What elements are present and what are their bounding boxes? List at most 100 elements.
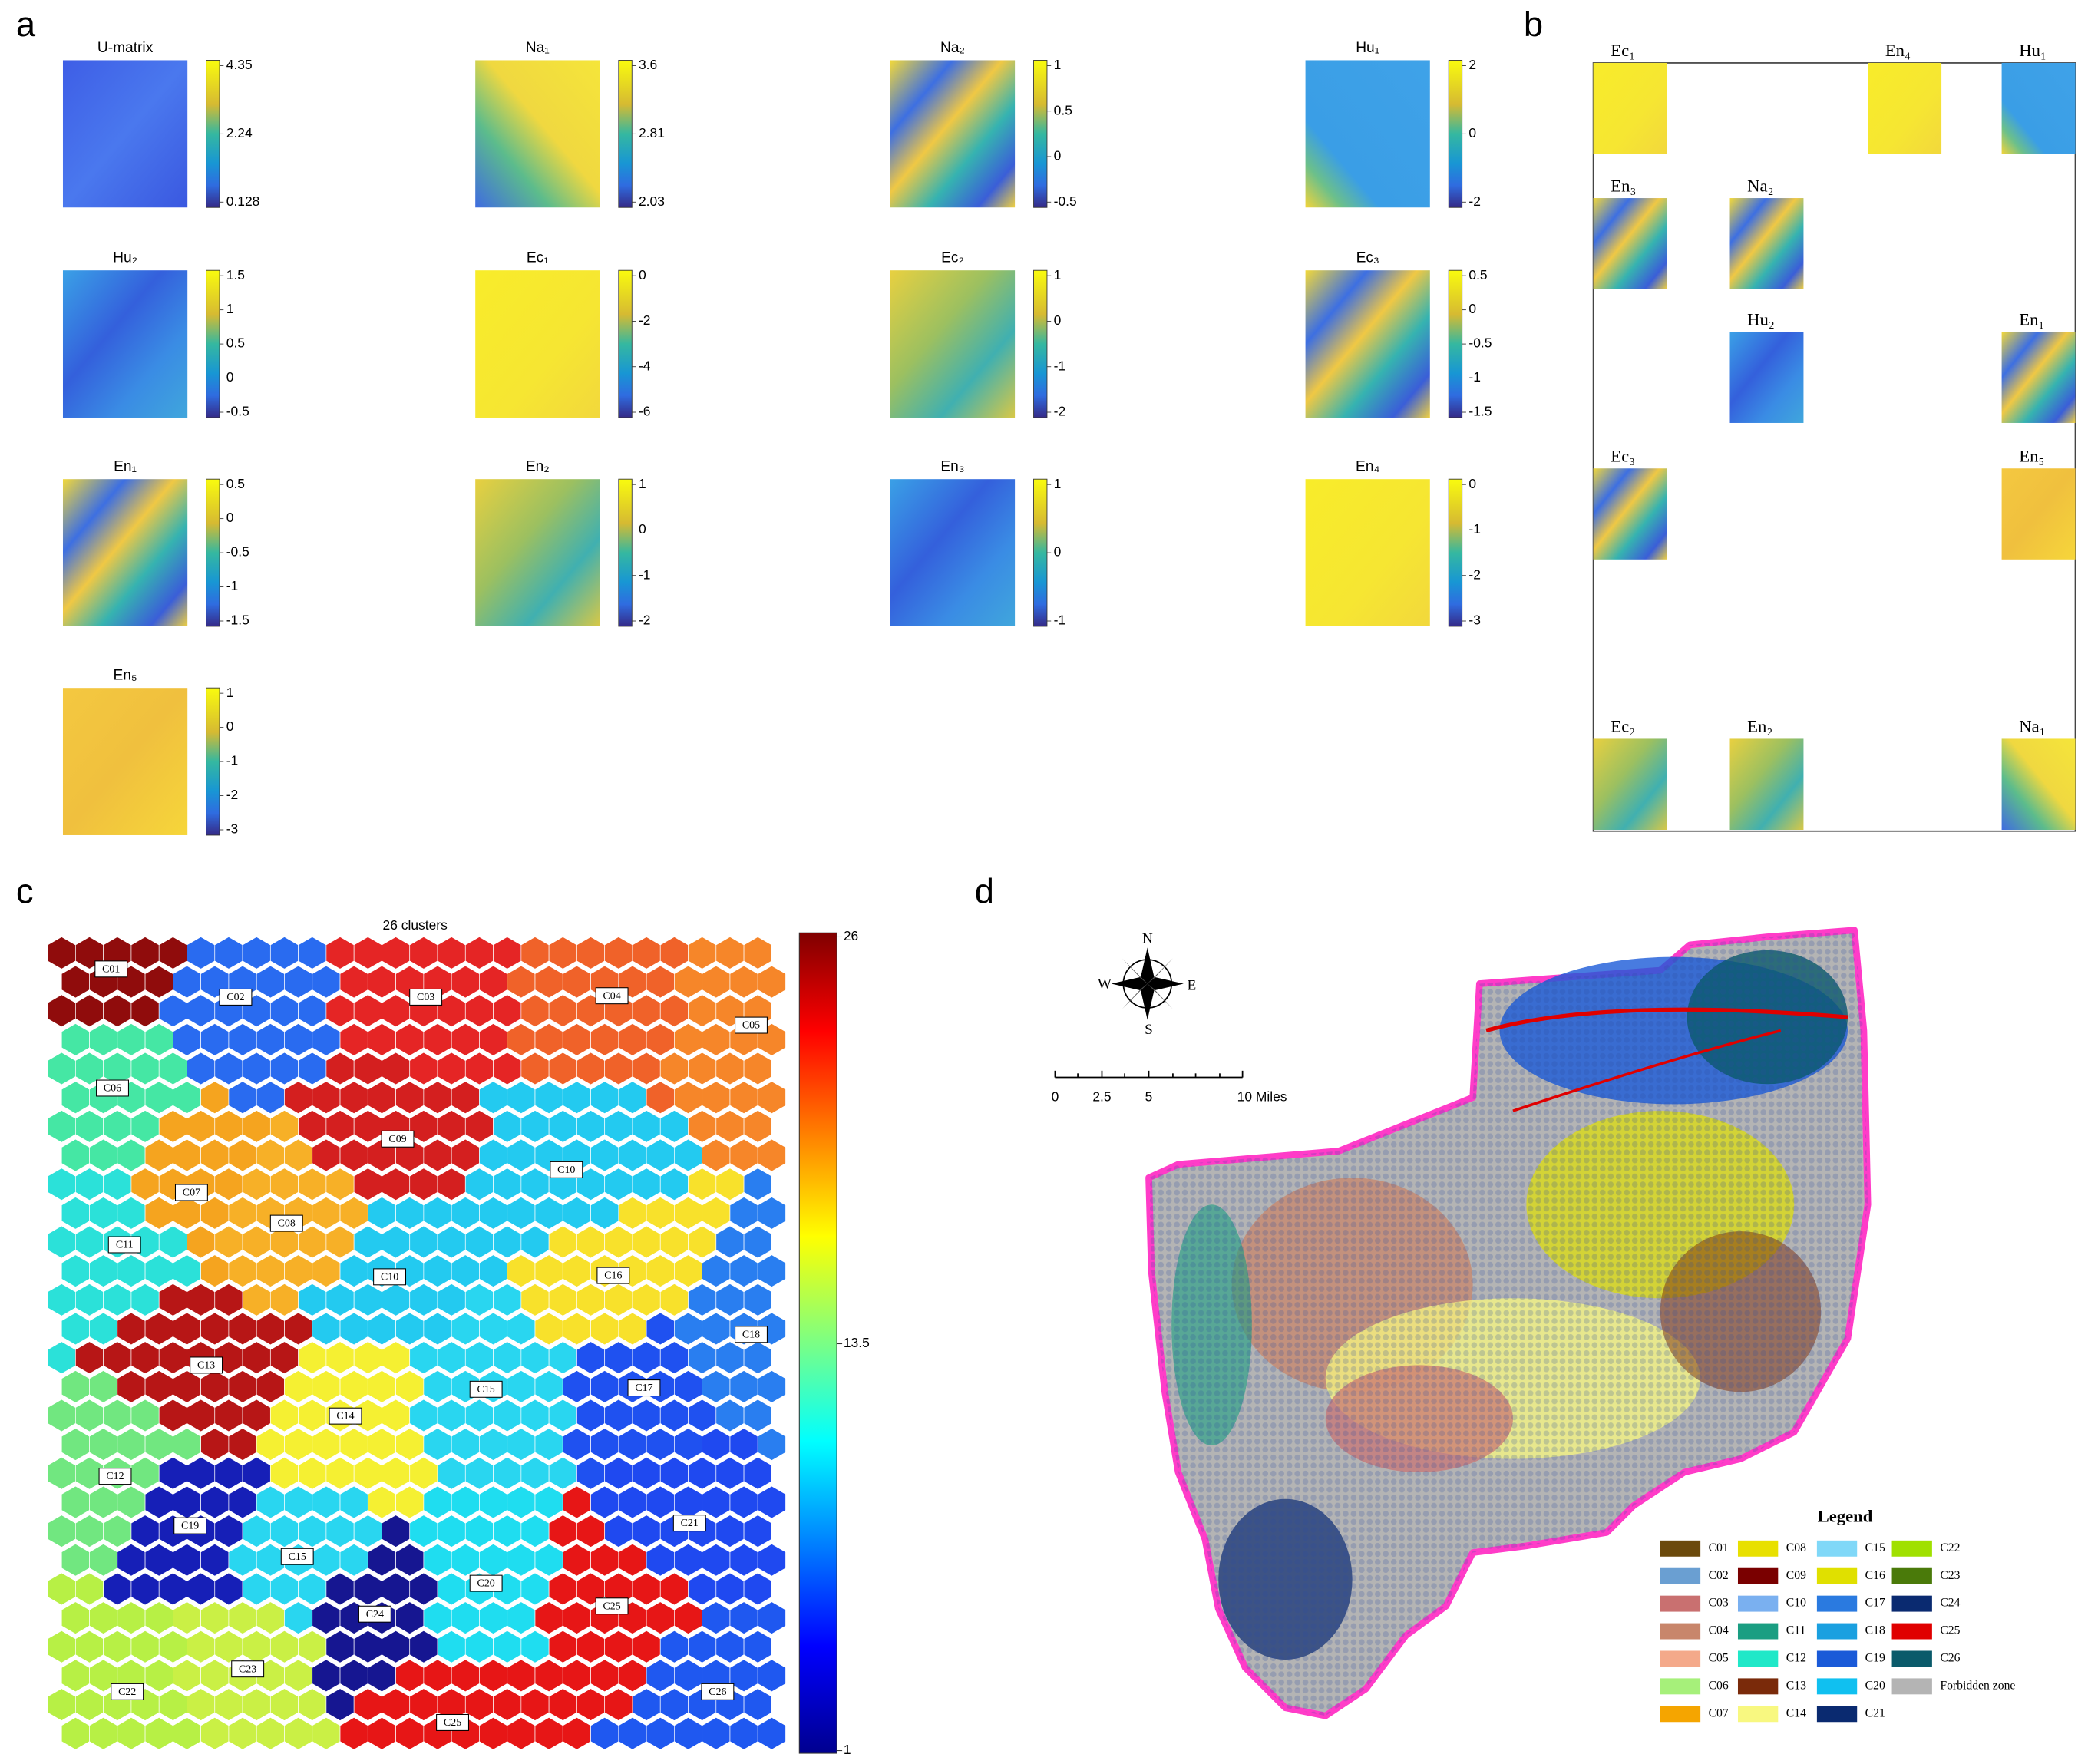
cluster-label-box [190,1356,223,1374]
component-plane [1593,468,1667,560]
hex-cell [47,1283,76,1316]
hex-cell [312,1197,341,1230]
hex-cell [173,1716,201,1750]
hex-cell [103,1110,132,1143]
colorbar-tick-label: 0 [226,510,234,525]
cluster-label: C21 [681,1518,699,1529]
hex-cell [395,1716,425,1750]
hex-cell [702,1485,731,1519]
hex-cell [173,1138,201,1172]
hex-cell [590,1138,619,1172]
cluster-label: C01 [102,963,120,975]
legend-swatch [1891,1650,1932,1667]
hex-cell [187,1688,216,1721]
hex-cell [715,1341,745,1374]
hex-cell [173,1369,201,1403]
hex-cell [200,1428,230,1461]
legend-title: Legend [1818,1506,1873,1525]
hex-cell [520,1515,550,1548]
hex-cell [130,1341,160,1374]
hex-cell [507,1601,536,1634]
hex-cell [144,1428,173,1461]
hex-cell [674,1543,703,1577]
legend-swatch [1737,1567,1779,1584]
hex-cell [576,1283,606,1316]
colorbar-tick-label: 0 [1054,148,1062,164]
hex-cell [269,1456,299,1490]
hex-cell [562,1601,591,1634]
hex-cell [534,1485,563,1519]
hex-cell [437,1168,466,1201]
hex-cell [269,1052,299,1085]
hex-cell [520,1688,550,1721]
hex-cell [228,1023,257,1056]
hex-cell [382,1572,411,1606]
hex-cell [89,1428,118,1461]
hex-cell [61,1716,90,1750]
hex-cell [144,1716,173,1750]
hex-cell [89,1601,118,1634]
hex-cell [743,1168,772,1201]
cluster-label-box [550,1161,583,1178]
hex-cell [284,1485,313,1519]
hex-cell [117,1601,146,1634]
colorbar-tick-label: -1 [1468,369,1481,385]
hex-cell [659,1630,689,1663]
colorbar-tick-label: 1 [1054,57,1062,72]
hex-cell [144,1369,173,1403]
hex-cell [367,1716,396,1750]
hex-cell [214,937,243,970]
hex-cell [298,1110,327,1143]
plane-title: Ec₂ [1611,717,1635,736]
hex-cell [729,1138,758,1172]
hex-cell [464,1688,494,1721]
hex-cell [618,1543,647,1577]
hex-cell [103,1572,132,1606]
hex-cell [89,1197,118,1230]
hex-cell [47,1456,76,1490]
hex-cell [409,1572,438,1606]
hex-cell [353,1110,382,1143]
hex-cell [312,1023,341,1056]
hex-cell [325,1110,355,1143]
colorbar-tick-label: 0 [639,521,646,537]
hex-cell [158,1456,187,1490]
scale-label: 5 [1145,1088,1153,1104]
hex-cell [117,1197,146,1230]
hex-cell [47,1052,76,1085]
hex-cell [632,1456,661,1490]
hex-cell [382,1225,411,1259]
hex-cell [507,1369,536,1403]
hex-cell [367,1543,396,1577]
hex-cell [353,1341,382,1374]
compass-label: S [1145,1022,1153,1038]
hex-cell [228,1369,257,1403]
hex-cell [743,937,772,970]
hex-cell [117,1716,146,1750]
legend-swatch [1891,1678,1932,1695]
colorbar-tick-label: -1 [639,567,651,582]
hex-cell [382,1630,411,1663]
hex-cell [423,1254,452,1288]
hex-cell [367,1081,396,1115]
hex-cell [228,1543,257,1577]
hex-cell [729,1485,758,1519]
cluster-label-box [111,1683,144,1700]
colorbar [618,478,633,627]
hex-cell [562,1197,591,1230]
hex-cell [353,1052,382,1085]
colorbar-tick-label: 0.5 [226,476,245,491]
component-plane [1305,479,1430,626]
hex-cell [479,1716,508,1750]
hex-cell [548,1283,577,1316]
hex-cell [464,1515,494,1548]
cluster-label-box [94,960,128,978]
hex-cell [757,1254,786,1288]
hex-cell [298,1399,327,1432]
hex-cell [479,1485,508,1519]
cluster-label-box [329,1407,362,1425]
legend-label: C26 [1940,1652,1960,1665]
hex-cell [423,1485,452,1519]
hex-cell [242,1515,271,1548]
hex-cell [659,1456,689,1490]
